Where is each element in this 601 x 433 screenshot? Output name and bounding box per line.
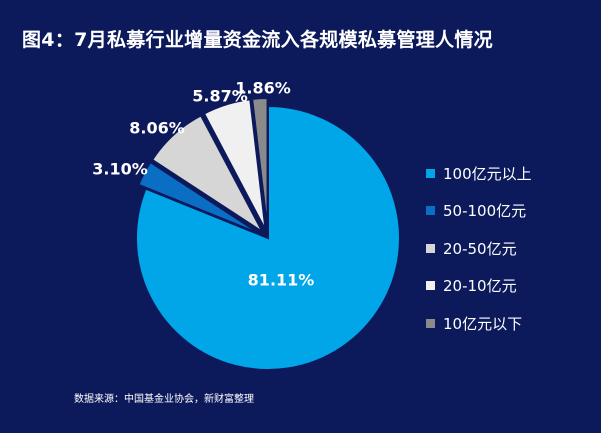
label-20-50: 8.06%: [129, 119, 185, 138]
legend: 100亿元以上 50-100亿元 20-50亿元 20-10亿元 10亿元以下: [426, 163, 532, 351]
slice-20-10: [202, 98, 267, 231]
legend-label: 50-100亿元: [443, 202, 527, 220]
chart-title: 图4：7月私募行业增量资金流入各规模私募管理人情况: [22, 29, 493, 51]
legend-label: 20-50亿元: [443, 239, 517, 258]
legend-item-100-plus: 100亿元以上: [426, 163, 532, 183]
legend-label: 10亿元以下: [443, 314, 523, 333]
label-20-10: 5.87%: [192, 87, 248, 106]
label-under-10: 1.86%: [235, 79, 291, 98]
source-note: 数据来源：中国基金业协会，新财富整理: [74, 394, 254, 405]
slice-20-50: [150, 114, 266, 236]
legend-swatch: [426, 168, 435, 178]
slice-50-100: [137, 160, 262, 236]
legend-item-50-100: 50-100亿元: [426, 201, 532, 221]
legend-swatch: [426, 206, 435, 215]
legend-label: 20-10亿元: [443, 277, 517, 295]
label-50-100: 3.10%: [92, 160, 148, 179]
label-100-plus: 81.11%: [248, 271, 315, 290]
legend-item-20-10: 20-10亿元: [426, 276, 532, 296]
slice-100-plus: [135, 104, 401, 371]
legend-label: 100亿元以上: [443, 164, 532, 183]
legend-swatch: [426, 318, 435, 328]
slice-under-10: [251, 97, 269, 231]
legend-item-20-50: 20-50亿元: [426, 238, 532, 258]
legend-swatch: [426, 243, 435, 253]
legend-swatch: [426, 281, 435, 290]
legend-item-under-10: 10亿元以下: [426, 313, 532, 333]
